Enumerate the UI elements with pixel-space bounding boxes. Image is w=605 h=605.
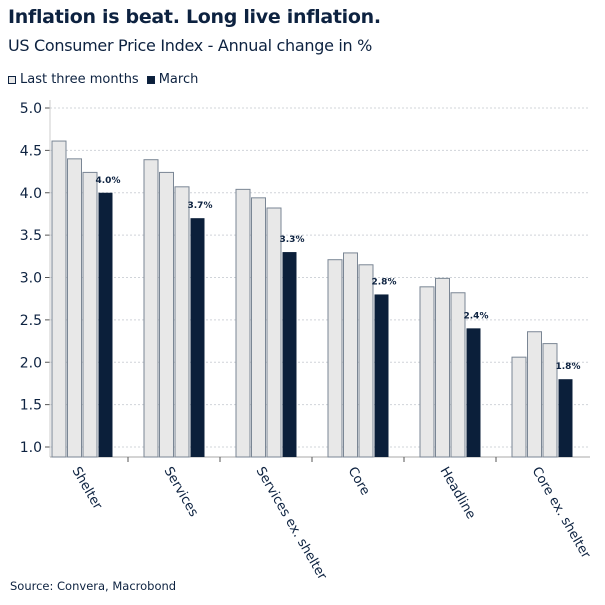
bar-last-three-months <box>251 197 266 458</box>
data-label: 3.7% <box>188 201 213 211</box>
bar-march <box>466 328 481 457</box>
data-label: 2.8% <box>372 277 397 287</box>
x-tick-label: Core ex. shelter <box>529 465 594 562</box>
bar-last-three-months <box>542 343 558 458</box>
x-tick-label: Shelter <box>69 465 106 513</box>
legend-swatch-last-three-months <box>8 75 16 84</box>
bar-last-three-months <box>266 207 282 458</box>
bar-last-three-months <box>159 171 174 458</box>
bar-last-three-months <box>450 292 466 458</box>
bar-march <box>374 294 389 457</box>
x-tick-label: Services <box>161 465 202 520</box>
bar-last-three-months <box>174 186 190 458</box>
y-tick-label: 3.0 <box>20 271 42 287</box>
bar-last-three-months <box>235 188 251 458</box>
bar-march <box>98 192 113 457</box>
y-tick-label: 1.5 <box>20 398 42 414</box>
data-label: 2.4% <box>464 311 489 321</box>
x-tick-label: Services ex. shelter <box>253 465 330 584</box>
y-tick-label: 4.5 <box>20 143 42 159</box>
y-tick-label: 1.0 <box>20 440 42 456</box>
legend-label-march: March <box>158 72 199 87</box>
bar-march <box>282 252 297 457</box>
source-note: Source: Convera, Macrobond <box>10 579 177 593</box>
bar-last-three-months <box>67 158 82 458</box>
data-label: 1.8% <box>556 362 581 372</box>
chart-title: Inflation is beat. Long live inflation. <box>8 6 381 28</box>
y-tick-label: 3.5 <box>20 228 42 244</box>
y-tick-label: 2.5 <box>20 313 42 329</box>
bar-last-three-months <box>343 252 358 458</box>
data-label: 3.3% <box>280 235 305 245</box>
legend: Last three months March <box>8 72 198 87</box>
x-tick-label: Core <box>345 465 373 499</box>
bar-last-three-months <box>82 171 98 458</box>
bar-march <box>190 218 205 457</box>
y-tick-label: 4.0 <box>20 186 42 202</box>
bar-last-three-months <box>143 159 159 458</box>
chart-subtitle: US Consumer Price Index - Annual change … <box>8 36 373 55</box>
bar-last-three-months <box>419 286 435 458</box>
bar-march <box>558 379 573 457</box>
bar-last-three-months <box>327 259 343 458</box>
legend-swatch-march <box>146 75 155 84</box>
y-tick-label: 5.0 <box>20 101 42 117</box>
y-tick-label: 2.0 <box>20 355 42 371</box>
data-label: 4.0% <box>96 176 121 186</box>
x-tick-label: Headline <box>437 465 479 522</box>
bar-last-three-months <box>51 140 67 458</box>
bar-last-three-months <box>511 356 527 458</box>
legend-label-last-three-months: Last three months <box>20 72 139 87</box>
bar-last-three-months <box>358 264 374 458</box>
bar-last-three-months <box>435 277 450 458</box>
bar-last-three-months <box>527 331 542 458</box>
